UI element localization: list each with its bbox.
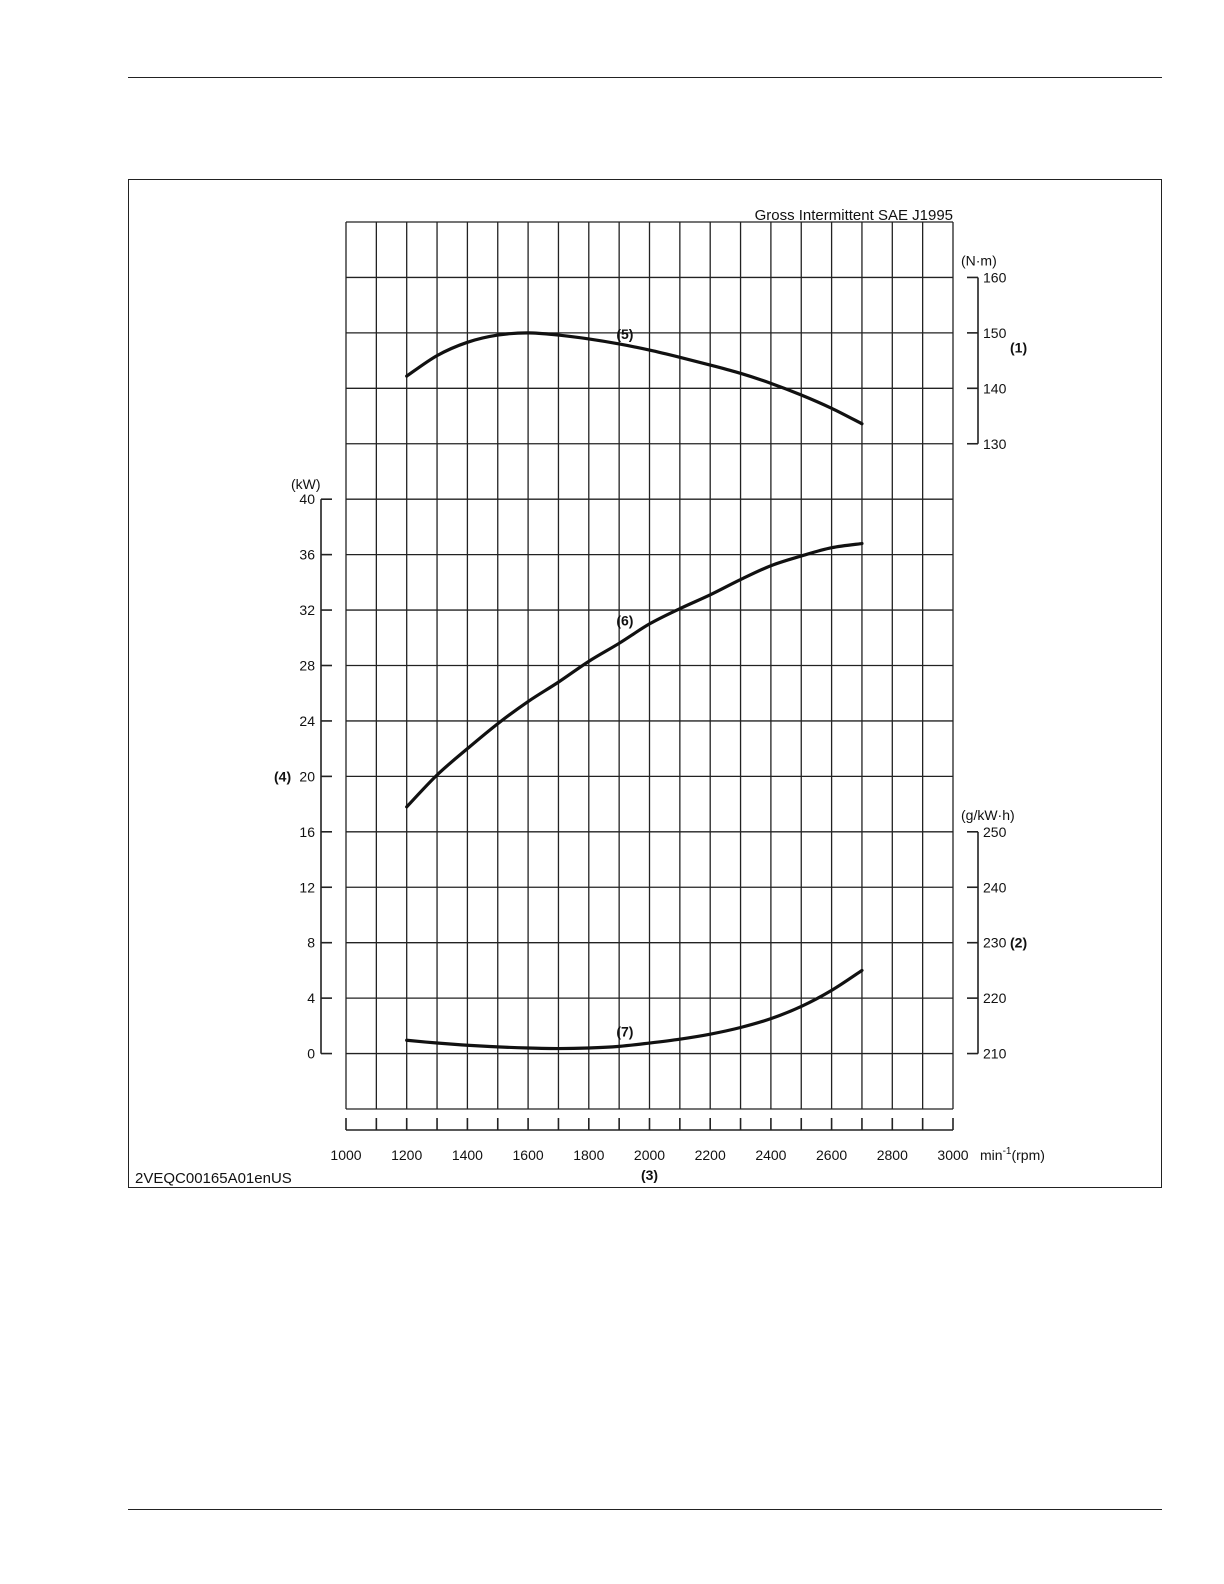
power-tick-label: 16 bbox=[299, 824, 315, 840]
chart-axes: 1000 1200 1400 1600 1800 2000 2200 2400 2600 2800… bbox=[274, 252, 1045, 1183]
performance-chart: 1000 1200 1400 1600 1800 2000 2200 2400 2600 2800… bbox=[135, 207, 1045, 1187]
fuel-axis-unit: (g/kW·h) bbox=[961, 807, 1015, 823]
series-power-curve bbox=[405, 541, 864, 809]
x-tick-label: 2000 bbox=[634, 1147, 665, 1163]
power-tick-label: 20 bbox=[299, 768, 315, 784]
power-tick-label: 4 bbox=[307, 990, 315, 1006]
bottom-rule bbox=[128, 1509, 1162, 1510]
fuel-axis-callout: (2) bbox=[1010, 935, 1027, 951]
torque-tick-label: 140 bbox=[983, 380, 1007, 396]
power-tick-label: 36 bbox=[299, 547, 315, 563]
x-axis-callout: (3) bbox=[641, 1167, 658, 1183]
power-tick-label: 12 bbox=[299, 879, 315, 895]
chart-title: Gross Intermittent SAE J1995 bbox=[755, 207, 953, 224]
chart-series: (5) (6) (7) bbox=[405, 326, 864, 1051]
power-tick-label: 0 bbox=[307, 1046, 315, 1062]
power-axis-unit: (kW) bbox=[291, 476, 321, 492]
series-torque-curve bbox=[405, 331, 864, 426]
power-tick-label: 8 bbox=[307, 935, 315, 951]
x-tick-label: 1600 bbox=[513, 1147, 544, 1163]
x-tick-label: 3000 bbox=[937, 1147, 968, 1163]
fuel-tick-label: 220 bbox=[983, 990, 1007, 1006]
x-tick-label: 1800 bbox=[573, 1147, 604, 1163]
figure-frame: 1000 1200 1400 1600 1800 2000 2200 2400 2600 2800… bbox=[128, 179, 1162, 1188]
fuel-tick-label: 210 bbox=[983, 1046, 1007, 1062]
x-tick-label: 1400 bbox=[452, 1147, 483, 1163]
fuel-tick-label: 240 bbox=[983, 879, 1007, 895]
power-axis-callout: (4) bbox=[274, 768, 291, 784]
series-fuel-curve bbox=[405, 968, 864, 1051]
series-power-callout: (6) bbox=[616, 613, 633, 629]
x-tick-label: 1200 bbox=[391, 1147, 422, 1163]
torque-tick-label: 130 bbox=[983, 436, 1007, 452]
x-tick-label: 1000 bbox=[330, 1147, 361, 1163]
series-torque-callout: (5) bbox=[616, 326, 633, 342]
power-tick-label: 40 bbox=[299, 491, 315, 507]
figure-code: 2VEQC00165A01enUS bbox=[135, 1170, 292, 1187]
power-tick-label: 28 bbox=[299, 658, 315, 674]
chart-grid bbox=[345, 221, 954, 1110]
top-rule bbox=[128, 77, 1162, 78]
x-axis-unit: min-1(rpm) bbox=[980, 1146, 1045, 1163]
power-tick-label: 32 bbox=[299, 602, 315, 618]
torque-axis-callout: (1) bbox=[1010, 340, 1027, 356]
torque-axis-unit: (N·m) bbox=[961, 252, 997, 268]
torque-tick-label: 160 bbox=[983, 269, 1007, 285]
power-tick-label: 24 bbox=[299, 713, 315, 729]
series-fuel-callout: (7) bbox=[616, 1024, 633, 1040]
x-tick-label: 2600 bbox=[816, 1147, 847, 1163]
fuel-tick-label: 230 bbox=[983, 935, 1007, 951]
x-tick-label: 2400 bbox=[755, 1147, 786, 1163]
fuel-tick-label: 250 bbox=[983, 824, 1007, 840]
x-tick-label: 2200 bbox=[695, 1147, 726, 1163]
x-tick-label: 2800 bbox=[877, 1147, 908, 1163]
torque-tick-label: 150 bbox=[983, 325, 1007, 341]
